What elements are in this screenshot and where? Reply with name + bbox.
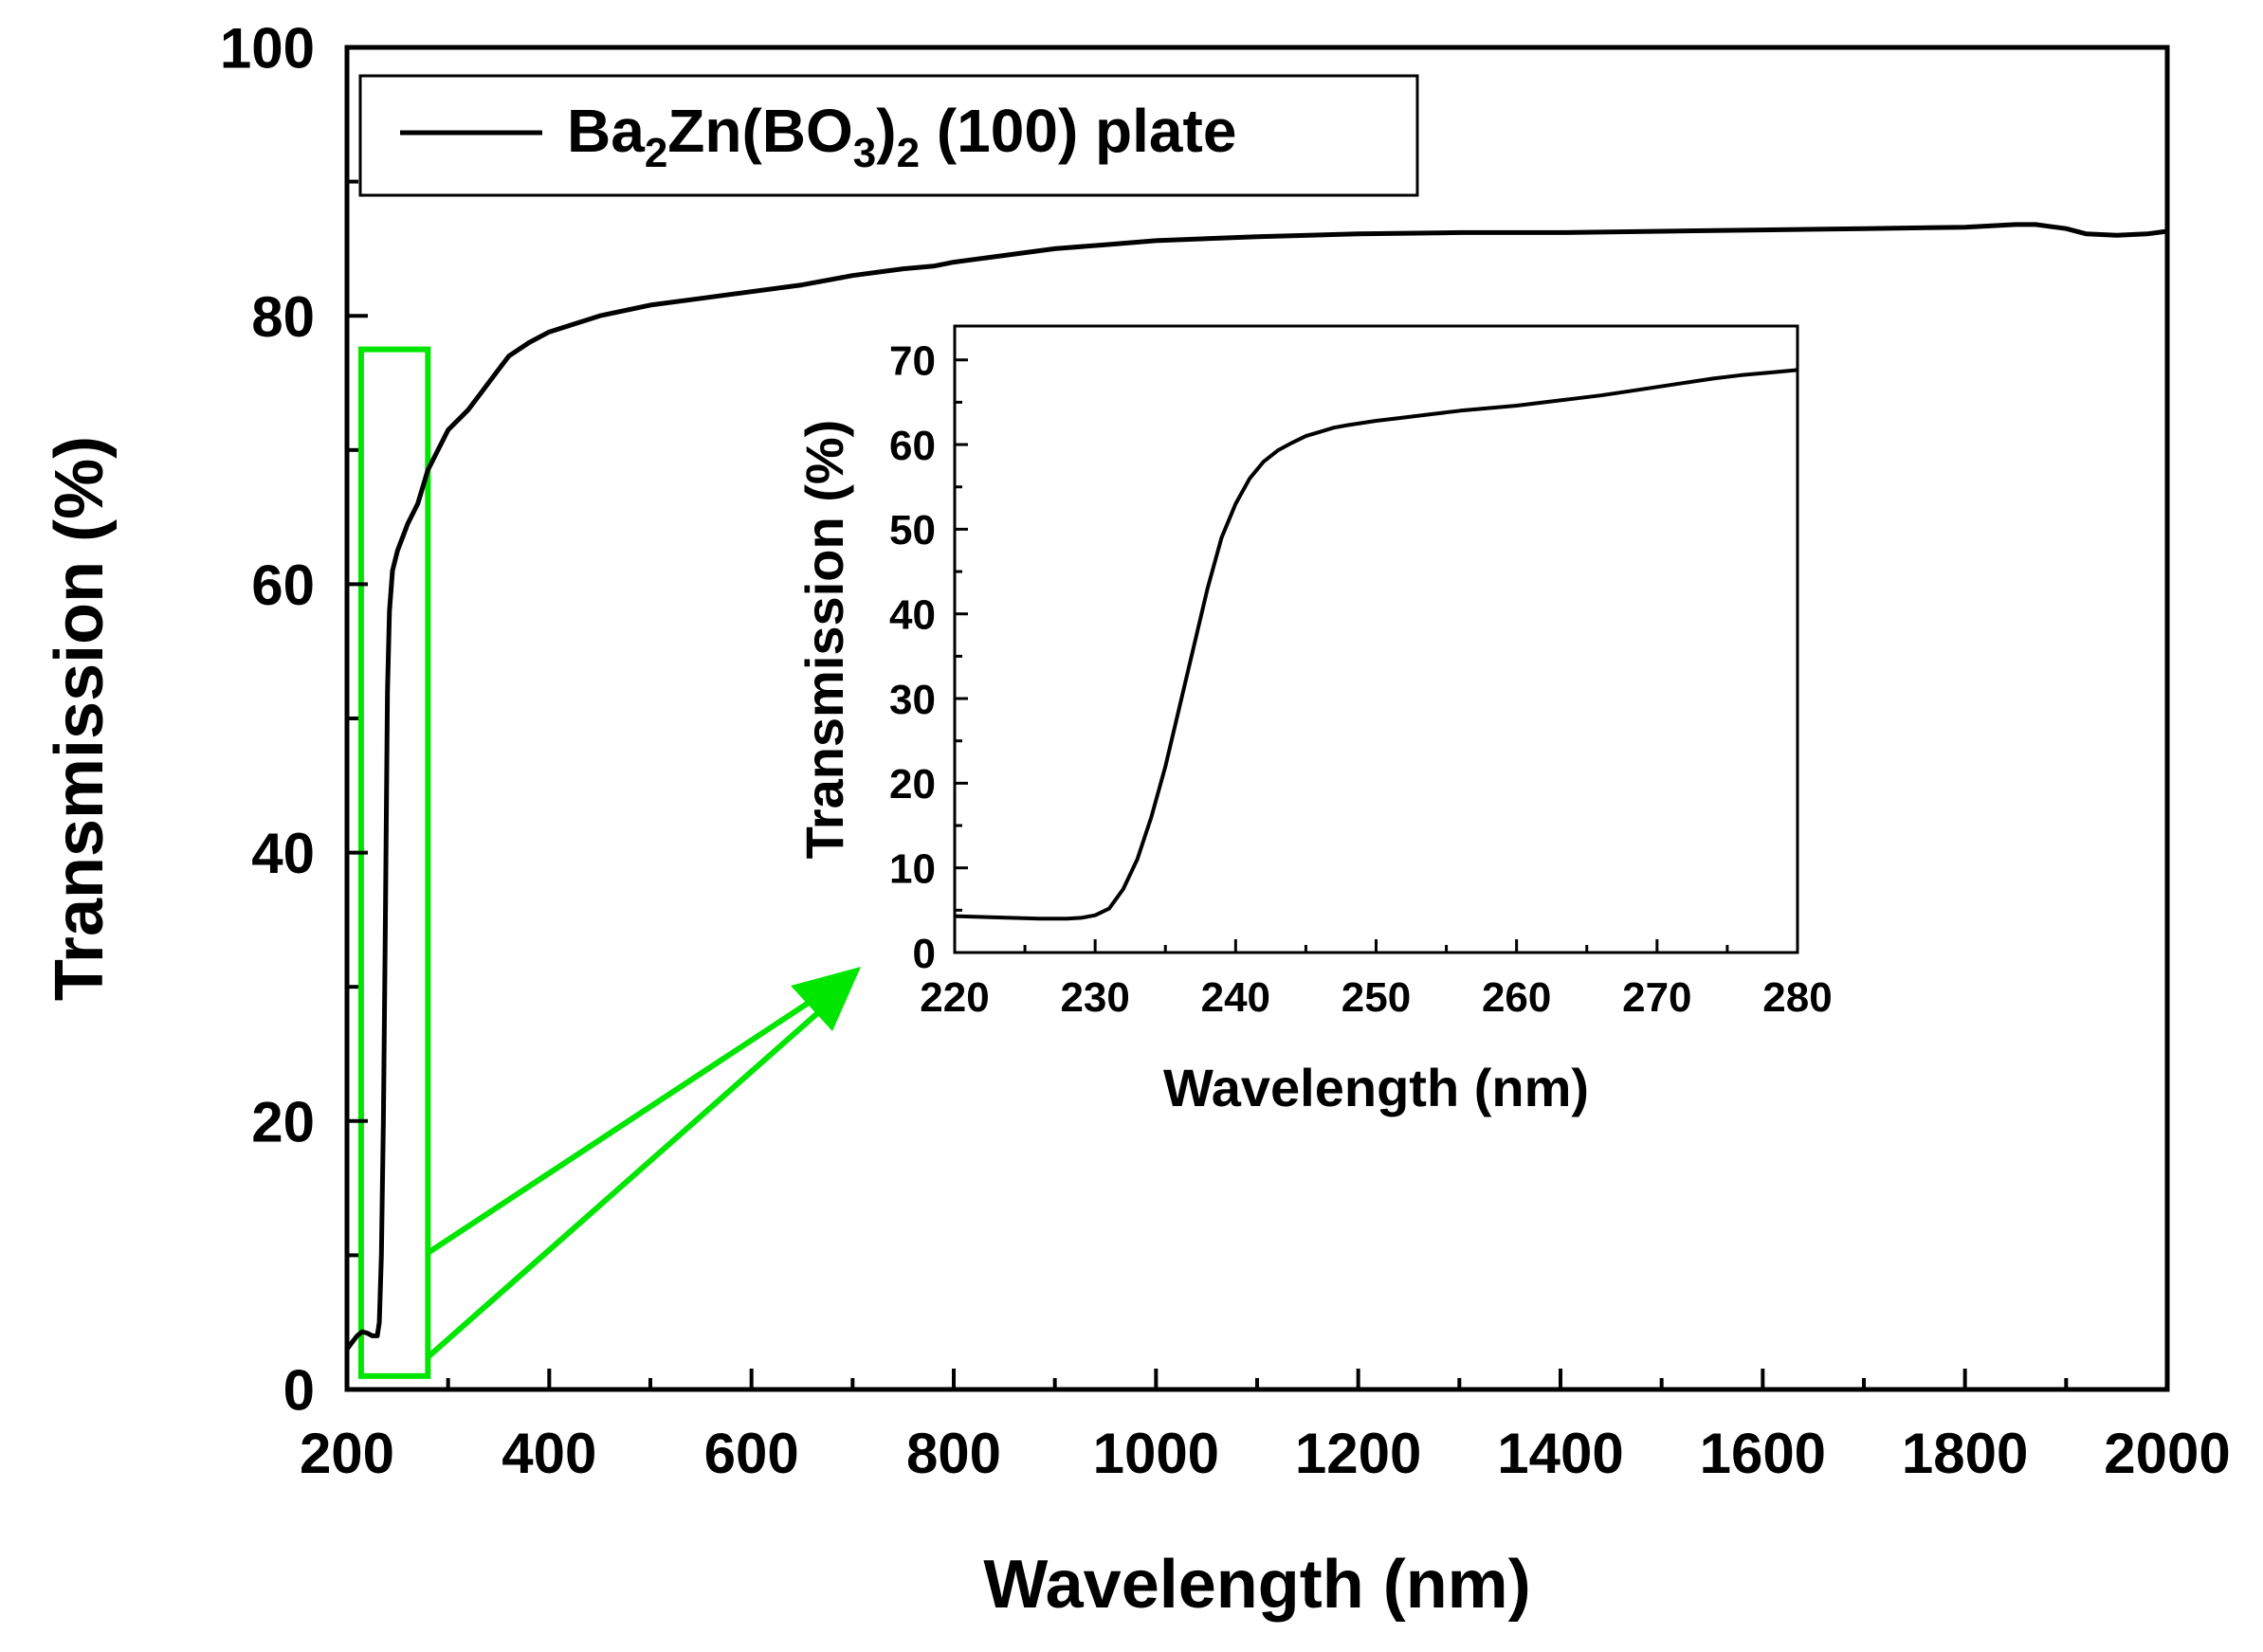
main-x-tick-label: 400	[502, 1422, 596, 1485]
inset-y-tick-label: 60	[889, 423, 936, 469]
inset-y-tick-label: 30	[889, 677, 936, 723]
legend-label: Ba2Zn(BO3)2 (100) plate	[567, 97, 1236, 176]
main-x-tick-label: 200	[300, 1422, 394, 1485]
inset-x-axis-label: Wavelength (nm)	[1163, 1058, 1589, 1117]
main-x-tick-label: 1600	[1700, 1422, 1826, 1485]
main-x-tick-label: 1000	[1093, 1422, 1219, 1485]
main-transmission-curve	[344, 222, 2168, 1351]
main-y-axis-label: Transmission (%)	[42, 436, 118, 1001]
inset-x-tick-label: 240	[1201, 974, 1270, 1021]
legend-label-subscript: 2	[645, 130, 667, 176]
legend-label-subscript: 2	[897, 130, 920, 176]
main-chart: 200 400 600 800 1000 1200 1400 1600 1800 20000204…	[42, 17, 2231, 1623]
main-x-tick-label: 2000	[2104, 1422, 2230, 1485]
legend-label-part: Zn(BO	[667, 97, 853, 165]
highlight-box	[357, 346, 431, 1379]
highlight-annotation	[357, 346, 861, 1379]
main-y-tick-label: 0	[283, 1359, 315, 1423]
legend-label-part: (100) plate	[920, 97, 1236, 165]
legend-label-part: Ba	[567, 97, 645, 165]
inset-y-tick-label: 0	[913, 931, 936, 977]
inset-y-axis-label: Transmission (%)	[794, 420, 854, 860]
main-x-tick-label: 1200	[1295, 1422, 1421, 1485]
inset-x-tick-label: 250	[1341, 974, 1411, 1021]
inset-y-tick-label: 50	[889, 507, 936, 554]
main-x-tick-label: 1400	[1497, 1422, 1623, 1485]
legend: Ba2Zn(BO3)2 (100) plate	[358, 74, 1419, 197]
main-x-tick-label: 600	[704, 1422, 799, 1485]
main-axis-ticks: 200 400 600 800 1000 1200 1400 1600 1800 20000204…	[220, 17, 2231, 1485]
inset-x-tick-label: 230	[1060, 974, 1129, 1021]
main-x-tick-label: 1800	[1902, 1422, 2028, 1485]
main-y-tick-label: 100	[220, 17, 315, 81]
inset-y-tick-label: 40	[889, 592, 936, 639]
highlight-arrowhead	[791, 967, 861, 1031]
highlight-connector-lower	[426, 1006, 825, 1360]
main-y-tick-label: 80	[251, 285, 315, 349]
inset-chart: 220 230 240 250 260 270 280 0 10 20 30 40 50 60 70 Wav…	[794, 324, 1833, 1117]
inset-x-tick-label: 280	[1762, 974, 1832, 1021]
inset-axis-ticks: 220 230 240 250 260 270 280 0 10 20 30 40 50 60 70	[889, 338, 1833, 1021]
inset-x-tick-label: 270	[1622, 974, 1691, 1021]
main-x-tick-label: 800	[906, 1422, 1001, 1485]
main-y-tick-label: 40	[251, 822, 315, 885]
main-y-tick-label: 60	[251, 554, 315, 617]
legend-box	[358, 74, 1419, 197]
inset-y-tick-label: 70	[889, 338, 936, 385]
highlight-connector-upper	[426, 990, 825, 1256]
inset-x-tick-label: 260	[1482, 974, 1551, 1021]
main-y-tick-label: 20	[251, 1090, 315, 1153]
legend-label-subscript: 3	[853, 130, 876, 176]
main-x-axis-label: Wavelength (nm)	[983, 1547, 1530, 1623]
legend-label-part: )	[876, 97, 896, 165]
inset-transmission-curve	[954, 368, 1798, 921]
inset-y-tick-label: 20	[889, 761, 936, 808]
inset-x-tick-label: 220	[920, 974, 989, 1021]
inset-y-tick-label: 10	[889, 846, 936, 893]
